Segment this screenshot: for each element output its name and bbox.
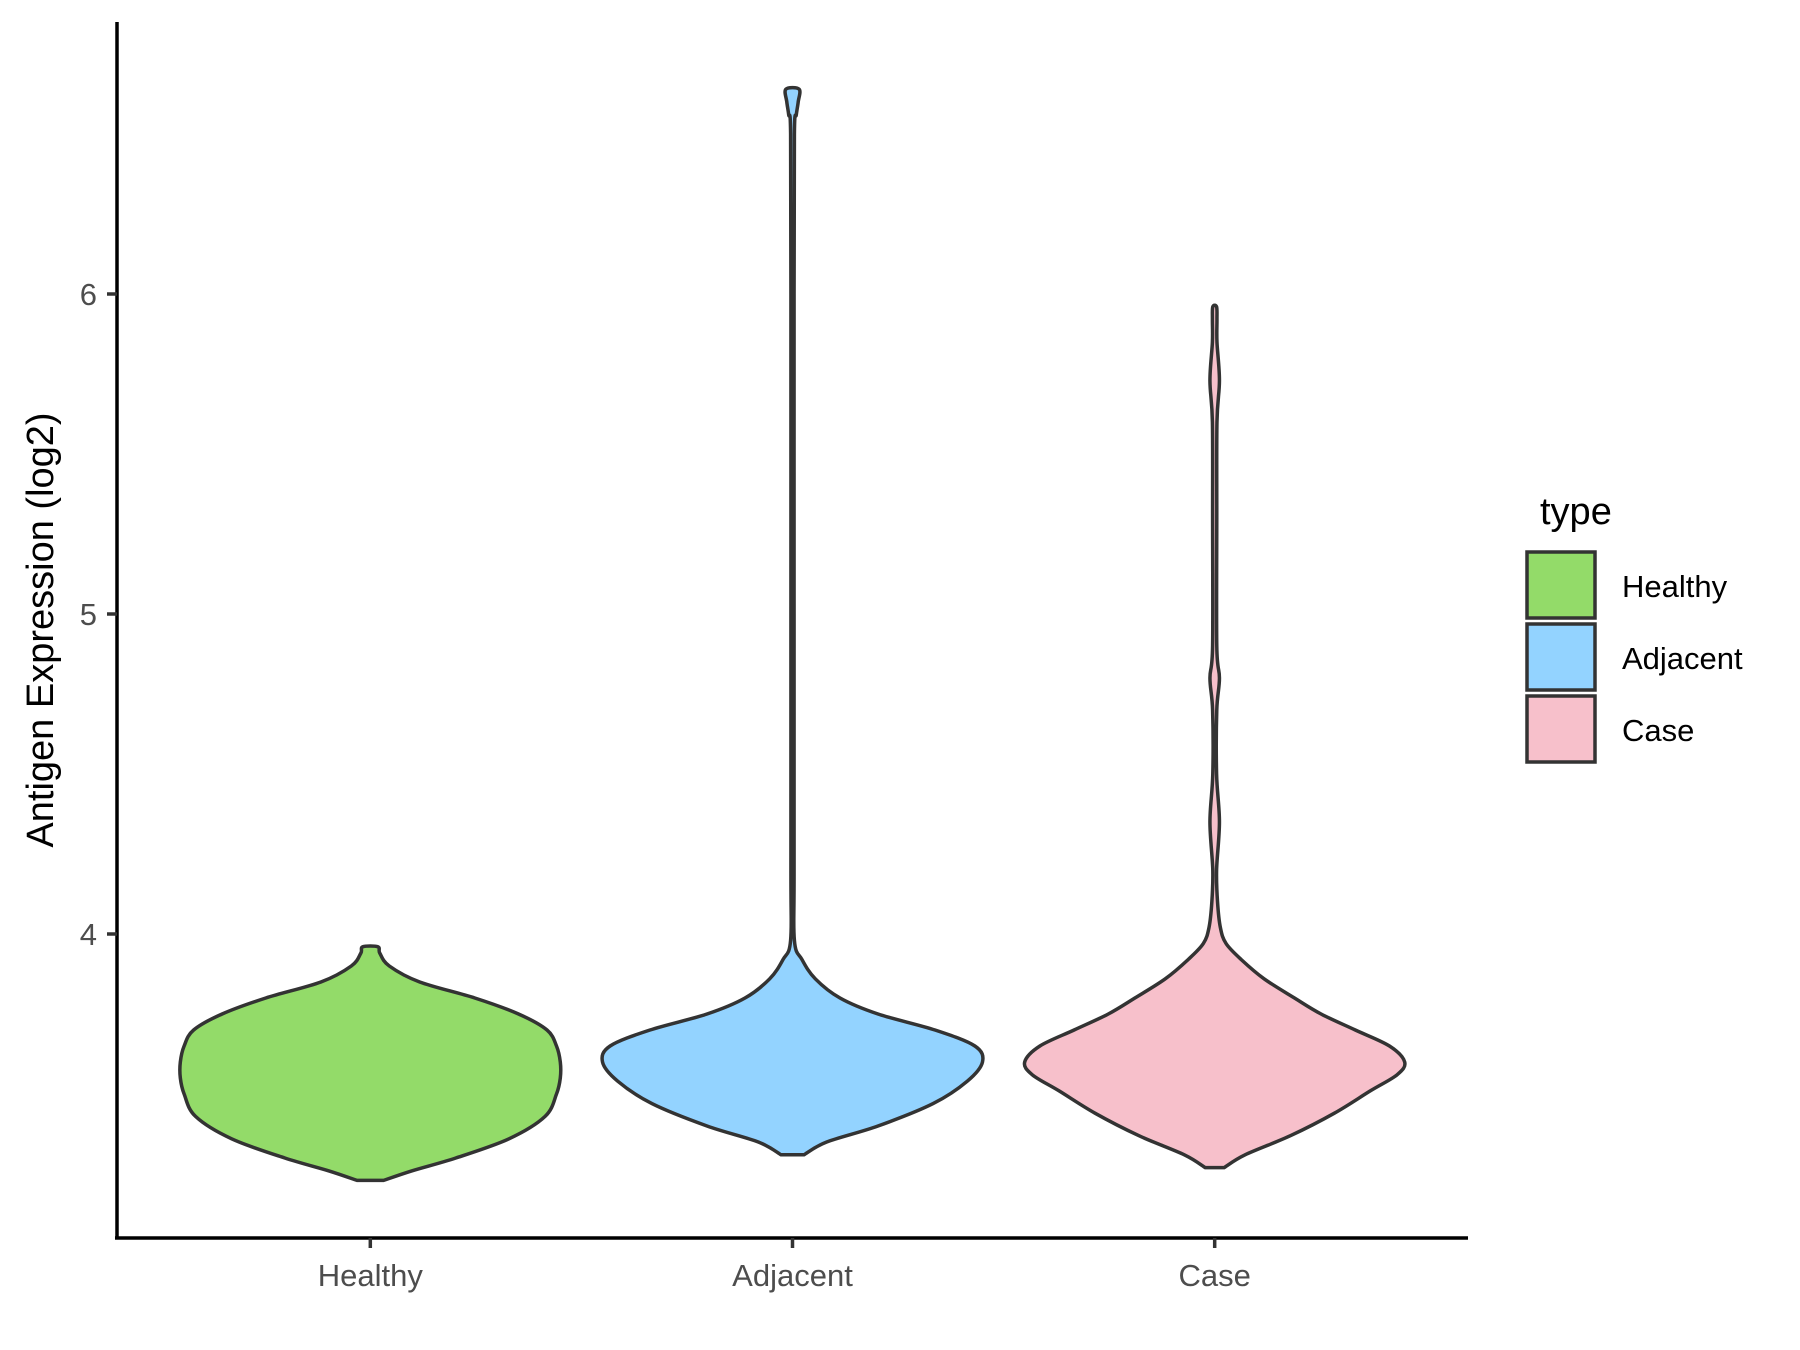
y-tick-label: 6	[80, 277, 97, 312]
x-tick-label: Healthy	[318, 1258, 424, 1293]
legend-key-healthy	[1525, 550, 1597, 620]
y-tick-label: 4	[80, 917, 97, 952]
legend: type Healthy Adjacent Case	[1525, 491, 1743, 764]
legend-key-case	[1525, 694, 1597, 764]
legend-label-adjacent: Adjacent	[1622, 641, 1743, 676]
legend-label-case: Case	[1622, 713, 1694, 748]
y-tick-label: 5	[80, 597, 97, 632]
violin-adjacent	[600, 85, 985, 1157]
legend-key-adjacent	[1525, 622, 1597, 692]
y-ticks: 4 5 6	[80, 277, 117, 952]
x-tick-label: Case	[1179, 1258, 1251, 1293]
x-tick-label: Adjacent	[732, 1258, 853, 1293]
violin-healthy	[178, 944, 563, 1183]
violin-case	[1022, 303, 1407, 1170]
violins-layer	[178, 85, 1407, 1183]
x-ticks: Healthy Adjacent Case	[318, 1238, 1251, 1293]
legend-label-healthy: Healthy	[1622, 569, 1728, 604]
y-axis-title: Antigen Expression (log2)	[20, 412, 62, 847]
legend-title: type	[1540, 491, 1612, 533]
